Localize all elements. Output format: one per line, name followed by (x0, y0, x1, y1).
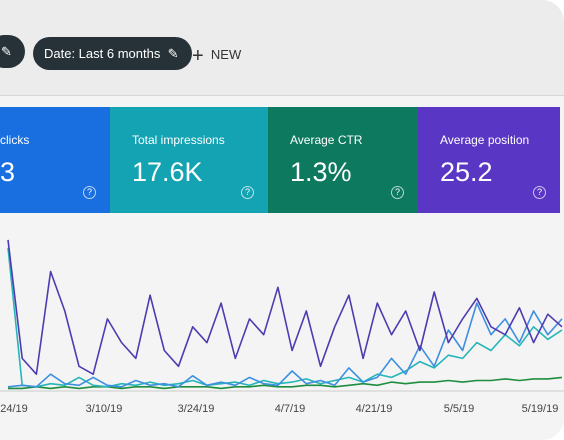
metric-card[interactable]: clicks 3? (0, 107, 110, 213)
series-line (7, 247, 563, 388)
date-chip[interactable]: Date: Last 6 months ✎ (33, 37, 193, 70)
card-value: 3 (0, 157, 16, 187)
card-label: Total impressions (132, 133, 225, 147)
toolbar: ✎ Date: Last 6 months ✎ + NEW (0, 0, 564, 96)
metric-card[interactable]: Average position 25.2? (418, 107, 560, 213)
series-line (7, 302, 563, 388)
x-tick-label: 4/7/19 (275, 403, 306, 415)
metric-card[interactable]: Average CTR 1.3%? (268, 107, 418, 213)
help-icon: ? (241, 186, 254, 199)
series-line (7, 239, 563, 375)
card-label: Average CTR (290, 133, 363, 147)
card-label: clicks (0, 133, 30, 147)
x-tick-label: 3/24/19 (178, 403, 215, 415)
help-icon: ? (391, 186, 404, 199)
x-tick-label: 5/19/19 (522, 403, 559, 415)
new-button[interactable]: + NEW (192, 45, 242, 67)
help-icon: ? (533, 186, 546, 199)
metric-card[interactable]: Total impressions 17.6K? (110, 107, 268, 213)
x-tick-label: 5/5/19 (444, 403, 475, 415)
new-label: NEW (210, 47, 242, 62)
x-tick-label: 4/21/19 (356, 403, 393, 415)
x-tick-label: 24/19 (0, 403, 28, 415)
card-value: 17.6K (132, 157, 203, 187)
x-tick-label: 3/10/19 (86, 403, 123, 415)
card-label: Average position (440, 133, 530, 147)
card-value: 25.2 (440, 157, 493, 187)
card-value: 1.3% (290, 157, 352, 187)
date-chip-label: Date: Last 6 months (44, 46, 161, 61)
help-icon: ? (83, 186, 96, 199)
